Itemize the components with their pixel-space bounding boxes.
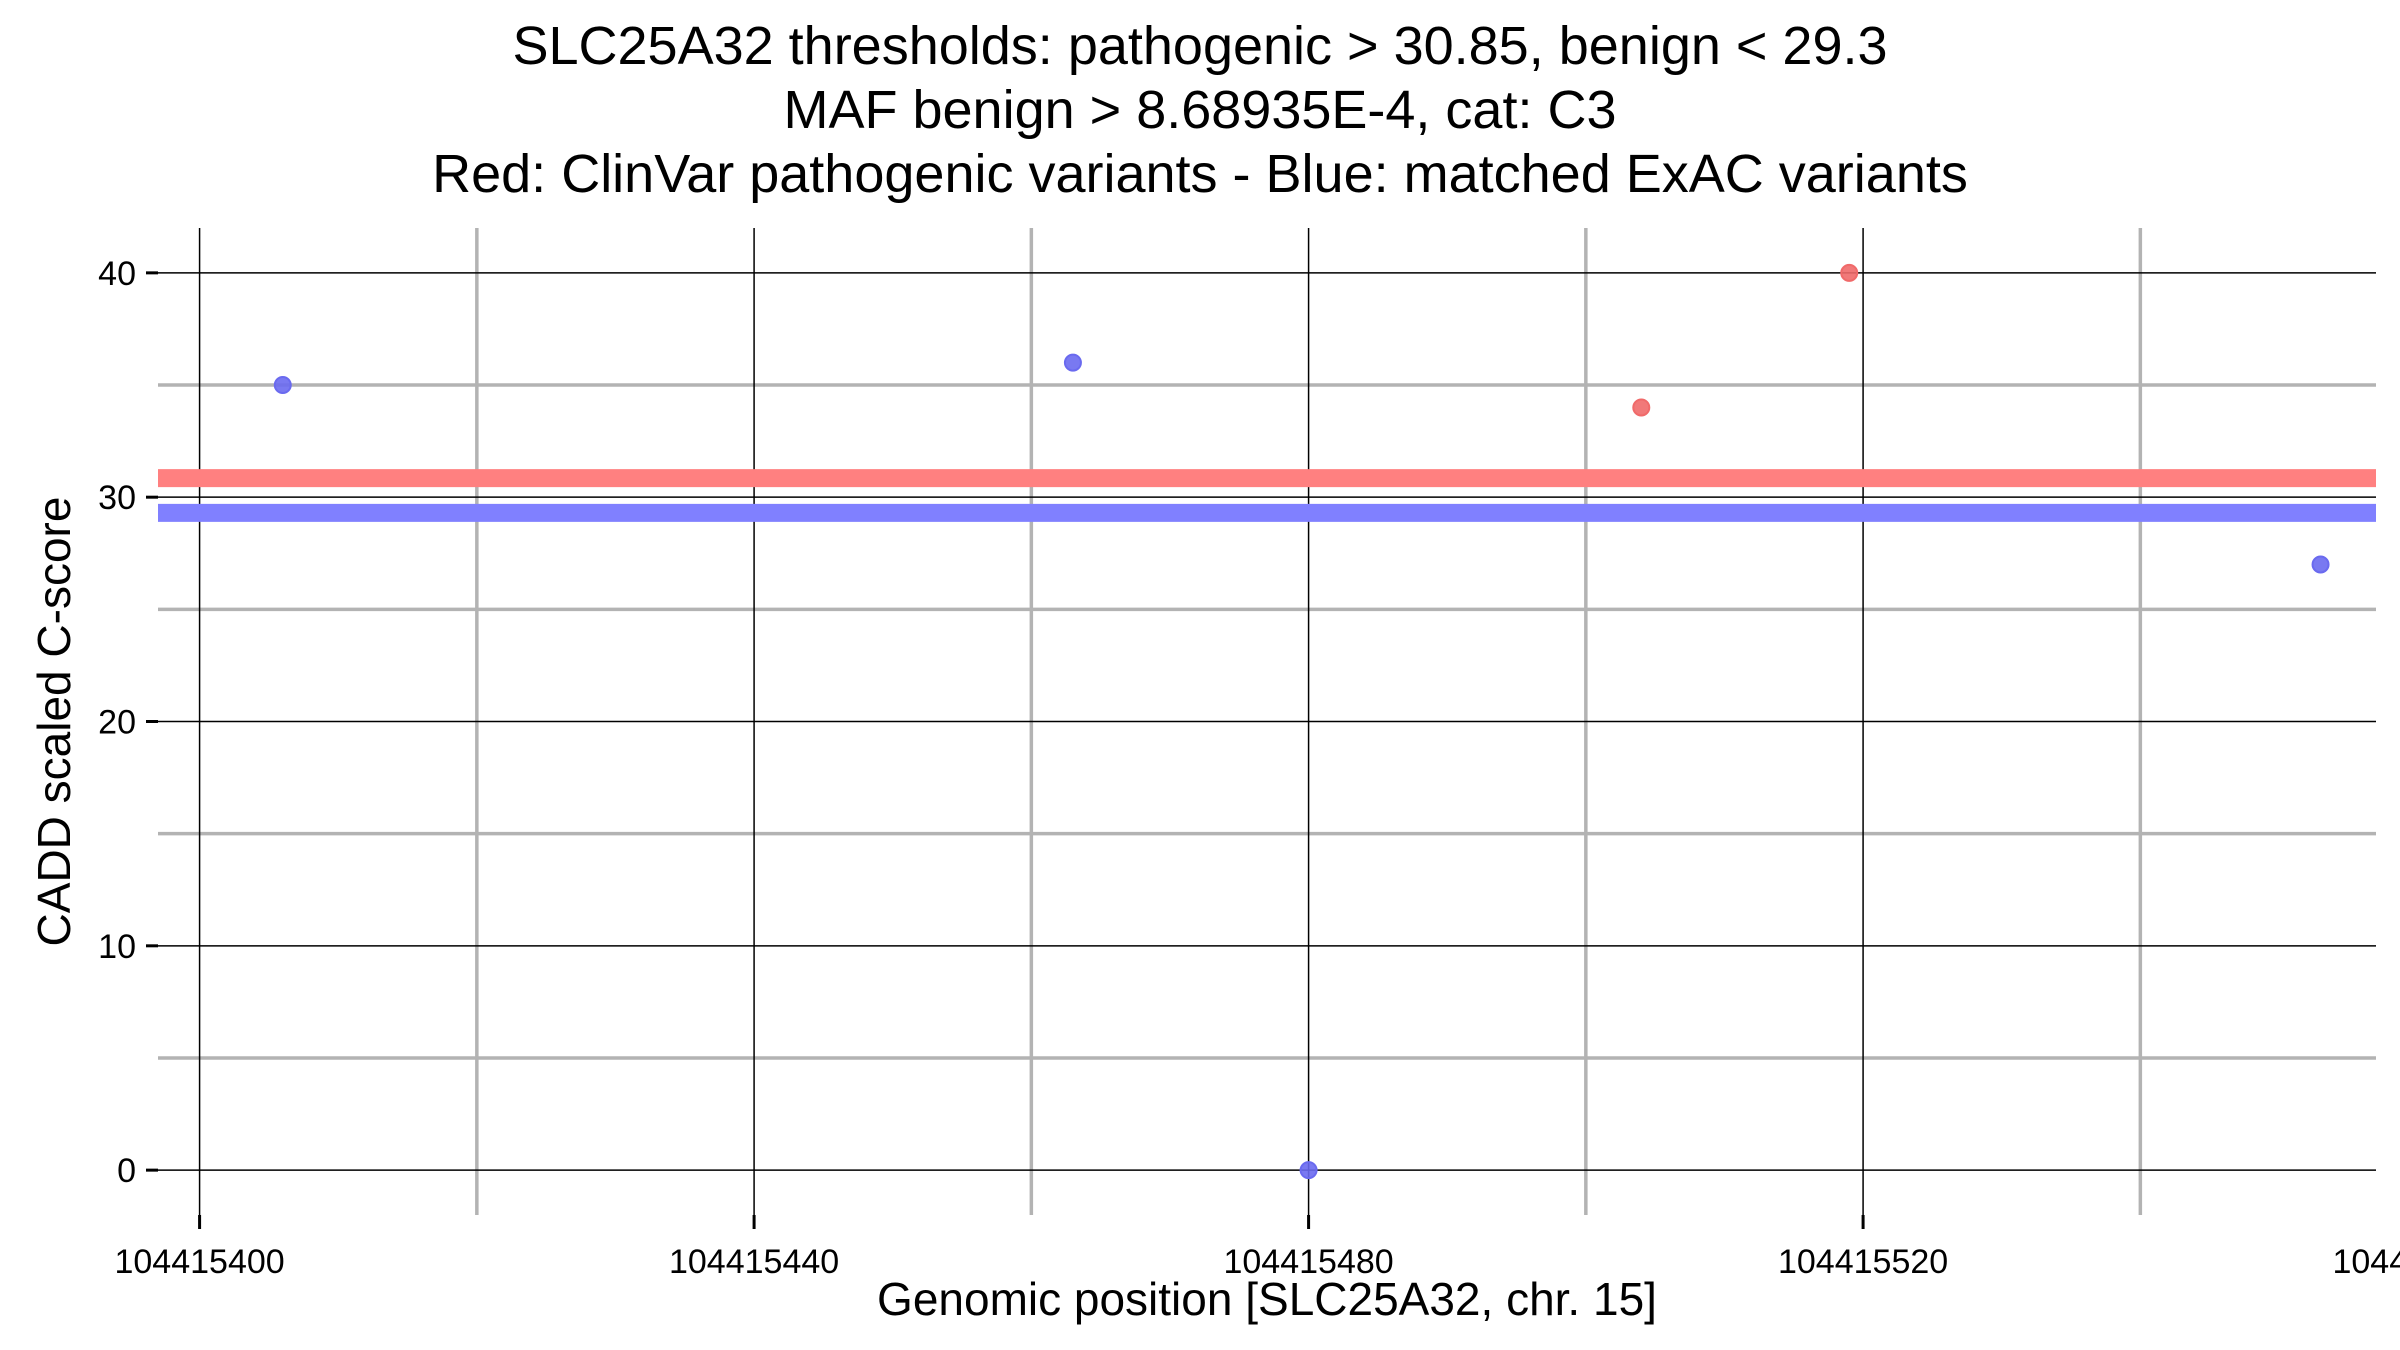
y-tick-label: 30 <box>98 479 136 517</box>
exac-variant-point <box>1299 1161 1318 1180</box>
y-tick-label: 40 <box>98 255 136 293</box>
exac-variant-point <box>273 376 292 395</box>
exac-variant-point <box>2311 555 2330 574</box>
x-tick-label: 104415520 <box>1778 1243 1948 1281</box>
chart-title-line-1: SLC25A32 thresholds: pathogenic > 30.85,… <box>512 16 1888 76</box>
y-tick-label: 10 <box>98 928 136 966</box>
y-tick-label: 0 <box>117 1152 136 1190</box>
x-tick-label: 104415400 <box>114 1243 284 1281</box>
y-axis-title: CADD scaled C-score <box>28 497 80 947</box>
x-axis-title: Genomic position [SLC25A32, chr. 15] <box>877 1273 1657 1325</box>
x-tick-label: 104415480 <box>1223 1243 1393 1281</box>
x-tick-label: 104415560 <box>2332 1243 2400 1281</box>
axis-layer: 0 10 20 30 40 104415400 104415440 104415480 1044… <box>98 255 2400 1281</box>
point-layer <box>273 263 2330 1180</box>
chart-title-line-2: MAF benign > 8.68935E-4, cat: C3 <box>783 80 1617 140</box>
threshold-layer <box>158 469 2376 522</box>
grid-layer <box>158 228 2376 1215</box>
clinvar-pathogenic-point <box>1632 398 1651 417</box>
y-tick-label: 20 <box>98 704 136 742</box>
clinvar-pathogenic-point <box>1840 263 1859 282</box>
exac-variant-point <box>1063 353 1082 372</box>
chart-title-line-3: Red: ClinVar pathogenic variants - Blue:… <box>432 144 1968 204</box>
x-tick-label: 104415440 <box>669 1243 839 1281</box>
chart-title: SLC25A32 thresholds: pathogenic > 30.85,… <box>0 14 2400 206</box>
